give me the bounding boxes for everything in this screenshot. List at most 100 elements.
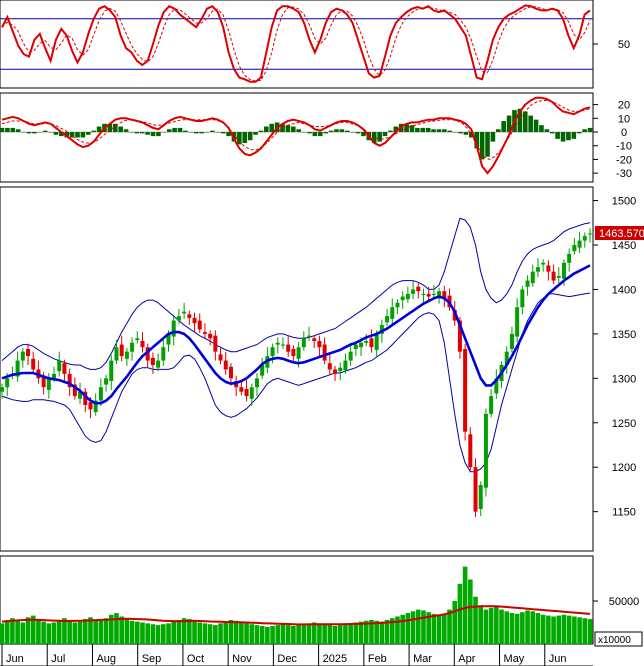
- macd-histogram-bar: [172, 127, 177, 133]
- volume-bar: [551, 616, 556, 644]
- volume-tick-label-0: 50000: [609, 596, 640, 608]
- price-tick-label-6: 1200: [612, 462, 636, 474]
- macd-histogram-bar: [48, 132, 53, 133]
- volume-bar: [36, 619, 41, 644]
- volume-bar: [358, 621, 364, 644]
- candle-body: [390, 307, 395, 319]
- candle-body: [78, 391, 83, 399]
- candle-body: [182, 311, 187, 314]
- macd-histogram-bar: [123, 129, 129, 133]
- volume-bar: [442, 613, 447, 644]
- candle-body: [312, 338, 317, 341]
- month-label: Dec: [277, 653, 297, 665]
- volume-bar: [176, 619, 182, 644]
- volume-bar: [431, 613, 437, 644]
- price-tick-label-3: 1350: [612, 329, 636, 341]
- month-label: Mar: [413, 653, 432, 665]
- macd-histogram-bar: [0, 127, 5, 133]
- candle-body: [551, 271, 556, 281]
- macd-histogram-bar: [517, 108, 523, 133]
- volume-bar: [82, 619, 88, 644]
- volume-bar: [233, 620, 239, 644]
- macd-histogram-bar: [193, 132, 199, 134]
- candle-body: [509, 333, 514, 349]
- candle-body: [515, 307, 520, 337]
- macd-histogram-bar: [344, 130, 350, 133]
- volume-bar: [473, 596, 478, 644]
- month-label: Jun: [6, 653, 24, 665]
- macd-tick-label-3: -10: [616, 141, 632, 153]
- macd-histogram-bar: [415, 127, 420, 133]
- volume-bar: [20, 622, 26, 644]
- candle-body: [520, 289, 525, 308]
- candle-body: [338, 367, 343, 372]
- macd-histogram-bar: [285, 125, 291, 133]
- candle-body: [478, 485, 483, 509]
- macd-histogram-bar: [425, 127, 431, 133]
- macd-histogram-bar: [96, 126, 102, 133]
- volume-bar: [187, 619, 192, 644]
- candle-body: [260, 365, 265, 376]
- candle-body: [301, 338, 306, 348]
- macd-histogram-bar: [80, 132, 86, 138]
- candle-body: [114, 347, 119, 361]
- volume-bar: [285, 625, 291, 644]
- macd-histogram-bar: [258, 130, 264, 133]
- volume-bar: [499, 609, 504, 644]
- macd-histogram-bar: [474, 132, 480, 149]
- volume-bar: [51, 622, 57, 644]
- candle-body: [197, 320, 202, 330]
- volume-bar: [239, 622, 244, 644]
- volume-bar: [88, 617, 93, 644]
- candle-body: [411, 289, 416, 294]
- candle-body: [202, 332, 207, 334]
- macd-histogram-bar: [199, 132, 204, 134]
- macd-tick-label-1: 10: [618, 113, 630, 125]
- macd-histogram-bar: [539, 125, 544, 133]
- month-label: Jun: [549, 653, 567, 665]
- volume-bar: [301, 624, 307, 644]
- candle-body: [0, 387, 4, 392]
- volume-bar: [488, 607, 494, 644]
- candle-body: [343, 360, 348, 371]
- price-tick-label-5: 1250: [612, 418, 636, 430]
- bollinger-lower-band: [1, 292, 591, 473]
- volume-bar: [468, 579, 473, 644]
- macd-histogram-bar: [479, 132, 485, 160]
- price-tick-label-1: 1450: [612, 240, 636, 252]
- volume-moving-average-line: [1, 605, 591, 626]
- macd-histogram-bar: [145, 132, 150, 135]
- stochastic-tick-label-0: 50: [618, 39, 630, 51]
- candle-body: [5, 378, 10, 388]
- candle-body: [431, 293, 436, 295]
- stochastic-signal-line: [1, 6, 591, 82]
- candle-body: [67, 373, 72, 388]
- volume-bar: [546, 615, 551, 644]
- candle-body: [124, 351, 129, 359]
- volume-bar: [67, 620, 72, 644]
- candle-body: [145, 347, 150, 361]
- candle-body: [280, 344, 285, 346]
- candle-body: [275, 342, 280, 345]
- macd-histogram-bar: [5, 127, 10, 133]
- macd-histogram-bar: [161, 132, 167, 133]
- macd-histogram-bar: [388, 130, 393, 133]
- month-label: Jul: [51, 653, 65, 665]
- macd-histogram-bar: [177, 127, 183, 133]
- macd-histogram-bar: [355, 132, 361, 134]
- volume-bar: [483, 609, 489, 644]
- month-label: Feb: [368, 653, 387, 665]
- macd-histogram-bar: [242, 132, 248, 143]
- price-tick-label-2: 1400: [612, 284, 636, 296]
- candle-body: [468, 434, 473, 468]
- macd-histogram-bar: [296, 129, 301, 133]
- volume-bar: [452, 601, 458, 644]
- volume-unit-label: x10000: [598, 635, 631, 646]
- volume-bar: [119, 616, 124, 644]
- candle-body: [535, 267, 540, 272]
- macd-histogram-bar: [291, 126, 296, 133]
- volume-bar: [254, 625, 260, 644]
- candle-body: [556, 276, 561, 278]
- volume-bar: [77, 621, 83, 644]
- macd-histogram-bar: [188, 132, 194, 133]
